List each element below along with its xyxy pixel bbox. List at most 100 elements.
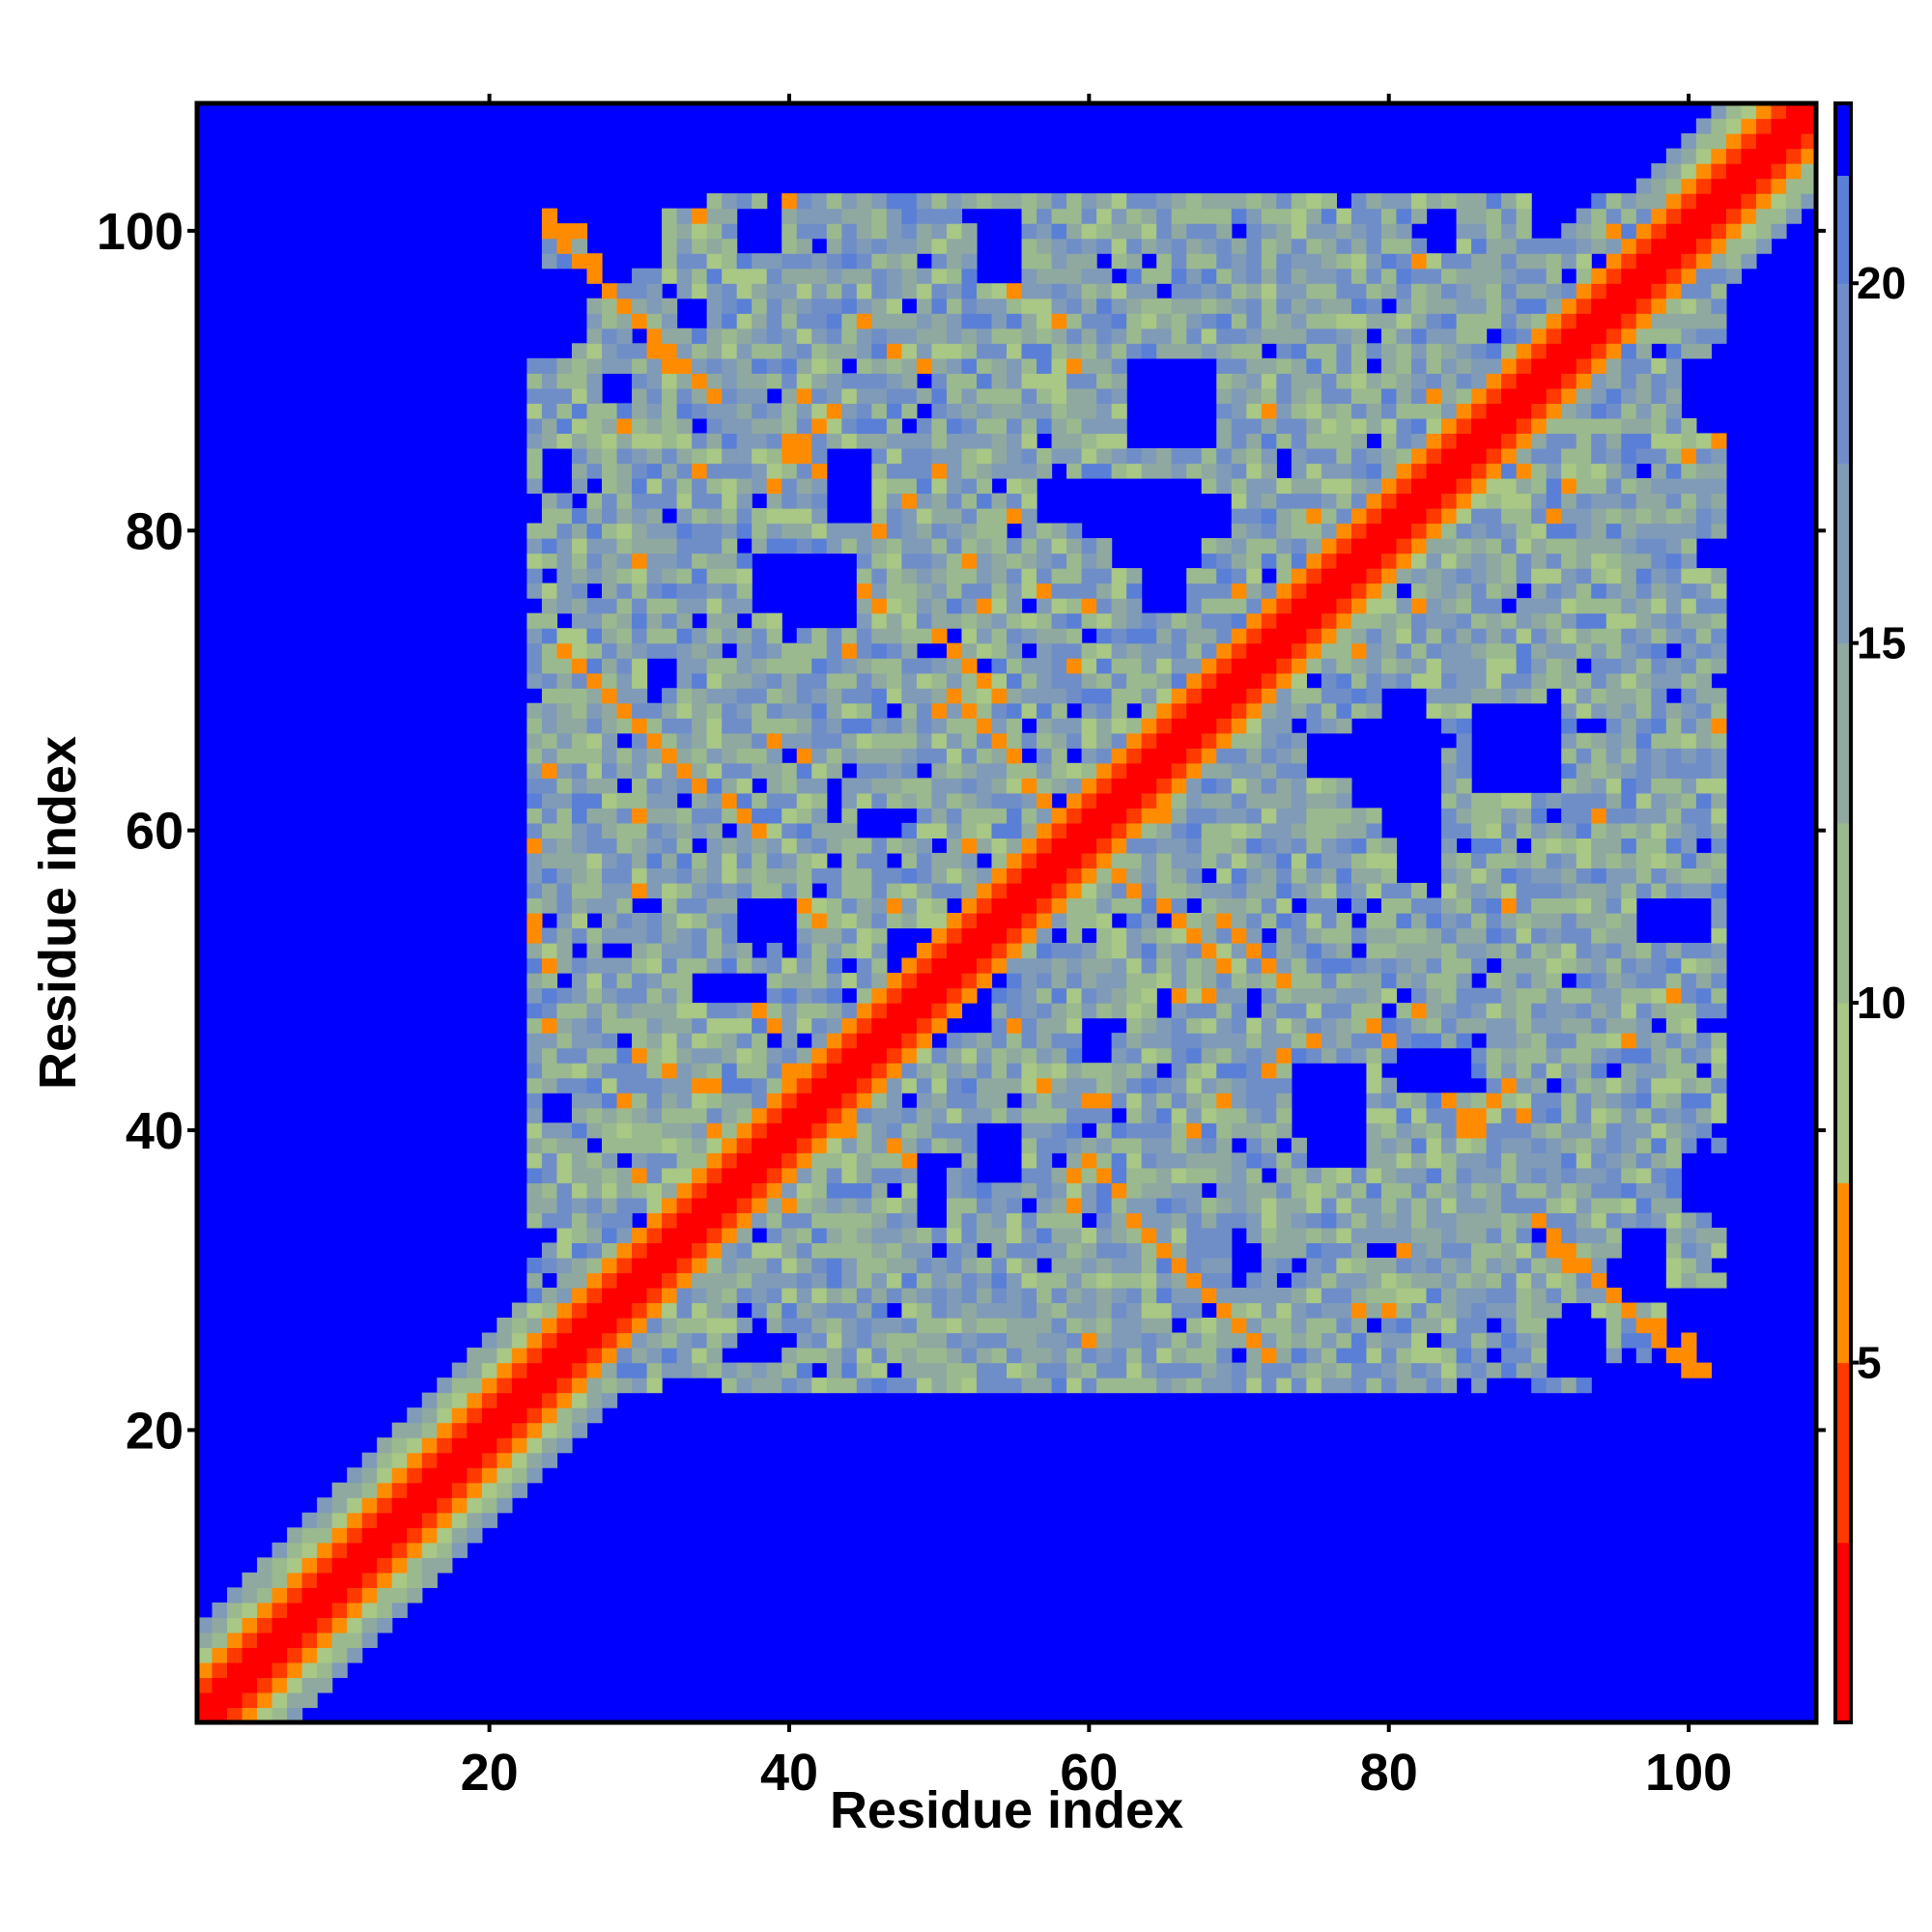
heatmap-cell	[1306, 433, 1322, 449]
heatmap-cell	[901, 387, 918, 404]
heatmap-cell	[1441, 1287, 1458, 1304]
heatmap-cell	[1336, 1017, 1352, 1034]
heatmap-cell	[1186, 718, 1203, 734]
heatmap-cell	[632, 927, 648, 944]
heatmap-cell	[901, 523, 918, 539]
heatmap-cell	[1201, 313, 1217, 329]
heatmap-cell	[856, 1093, 872, 1109]
heatmap-cell	[1231, 327, 1247, 344]
heatmap-cell	[556, 1077, 573, 1094]
heatmap-cell	[961, 193, 978, 210]
heatmap-cell	[676, 238, 693, 254]
heatmap-cell	[1291, 433, 1307, 449]
heatmap-cell	[1201, 283, 1217, 299]
heatmap-cell	[481, 1392, 497, 1408]
heatmap-cell	[646, 1017, 663, 1034]
heatmap-cell	[841, 523, 858, 539]
heatmap-cell	[1111, 1047, 1127, 1064]
heatmap-cell	[257, 1632, 273, 1649]
heatmap-cell	[1051, 298, 1067, 314]
heatmap-cell	[871, 1093, 888, 1109]
heatmap-cell	[646, 327, 663, 344]
heatmap-cell	[1426, 688, 1442, 704]
heatmap-cell	[826, 1077, 842, 1094]
heatmap-cell	[541, 1348, 558, 1364]
heatmap-cell	[1350, 672, 1368, 689]
heatmap-cell	[961, 1362, 978, 1378]
heatmap-cell	[1291, 1003, 1307, 1019]
heatmap-cell	[1007, 387, 1023, 404]
heatmap-cell	[556, 927, 573, 944]
heatmap-cell	[826, 433, 842, 449]
heatmap-cell	[886, 897, 902, 914]
heatmap-cell	[1066, 1212, 1083, 1229]
heatmap-cell	[722, 447, 738, 465]
heatmap-cell	[1156, 343, 1173, 359]
heatmap-cell	[1306, 1242, 1322, 1259]
heatmap-cell	[1380, 403, 1398, 419]
heatmap-cell	[781, 808, 798, 824]
heatmap-cell	[662, 1348, 678, 1364]
heatmap-cell	[317, 1527, 333, 1544]
heatmap-cell	[871, 582, 888, 599]
heatmap-cell	[692, 822, 708, 839]
heatmap-cell	[1246, 327, 1263, 344]
heatmap-cell	[1366, 822, 1382, 839]
heatmap-cell	[1471, 913, 1488, 929]
heatmap-cell	[706, 957, 723, 974]
heatmap-cell	[1426, 973, 1442, 989]
heatmap-cell	[1037, 973, 1053, 989]
heatmap-cell	[1141, 1017, 1157, 1034]
heatmap-cell	[1007, 493, 1023, 509]
heatmap-cell	[1066, 582, 1083, 599]
heatmap-cell	[976, 568, 993, 584]
heatmap-cell	[646, 628, 663, 644]
heatmap-cell	[541, 1063, 558, 1079]
heatmap-cell	[1021, 808, 1037, 824]
heatmap-cell	[1321, 238, 1338, 254]
heatmap-cell	[961, 327, 978, 344]
heatmap-cell	[347, 1512, 363, 1528]
heatmap-cell	[1471, 658, 1488, 674]
heatmap-cell	[1336, 913, 1352, 929]
heatmap-cell	[961, 1348, 978, 1364]
heatmap-cell	[1306, 523, 1322, 539]
heatmap-cell	[1411, 1378, 1428, 1394]
heatmap-cell	[706, 387, 723, 404]
heatmap-cell	[1096, 762, 1113, 779]
heatmap-cell	[526, 1093, 543, 1109]
heatmap-cell	[736, 493, 753, 509]
heatmap-cell	[1261, 1033, 1277, 1049]
heatmap-cell	[1380, 373, 1398, 389]
heatmap-cell	[1411, 628, 1428, 644]
heatmap-cell	[676, 1047, 693, 1064]
heatmap-cell	[916, 1272, 933, 1289]
heatmap-cell	[1156, 1033, 1173, 1049]
heatmap-cell	[1380, 493, 1398, 509]
heatmap-cell	[1471, 1348, 1488, 1364]
heatmap-cell	[1456, 598, 1472, 614]
heatmap-cell	[1216, 582, 1233, 599]
heatmap-cell	[1066, 987, 1083, 1004]
heatmap-cell	[841, 778, 858, 794]
heatmap-cell	[1396, 1332, 1412, 1349]
heatmap-cell	[752, 523, 768, 539]
heatmap-cell	[1141, 1182, 1157, 1199]
heatmap-cell	[1456, 463, 1472, 479]
heatmap-cell	[616, 1122, 633, 1139]
heatmap-cell	[331, 1557, 348, 1574]
heatmap-cell	[856, 852, 872, 869]
heatmap-cell	[901, 373, 918, 389]
heatmap-cell	[1321, 1272, 1338, 1289]
heatmap-cell	[1037, 1302, 1053, 1319]
heatmap-cell	[347, 1527, 363, 1544]
heatmap-cell	[1201, 582, 1217, 599]
heatmap-cell	[1501, 792, 1518, 809]
heatmap-cell	[1246, 1332, 1263, 1349]
heatmap-cell	[871, 1033, 888, 1049]
heatmap-cell	[1096, 628, 1113, 644]
heatmap-cell	[1081, 1348, 1097, 1364]
heatmap-cell	[796, 1302, 812, 1319]
heatmap-cell	[271, 1587, 288, 1604]
heatmap-cell	[796, 957, 812, 974]
